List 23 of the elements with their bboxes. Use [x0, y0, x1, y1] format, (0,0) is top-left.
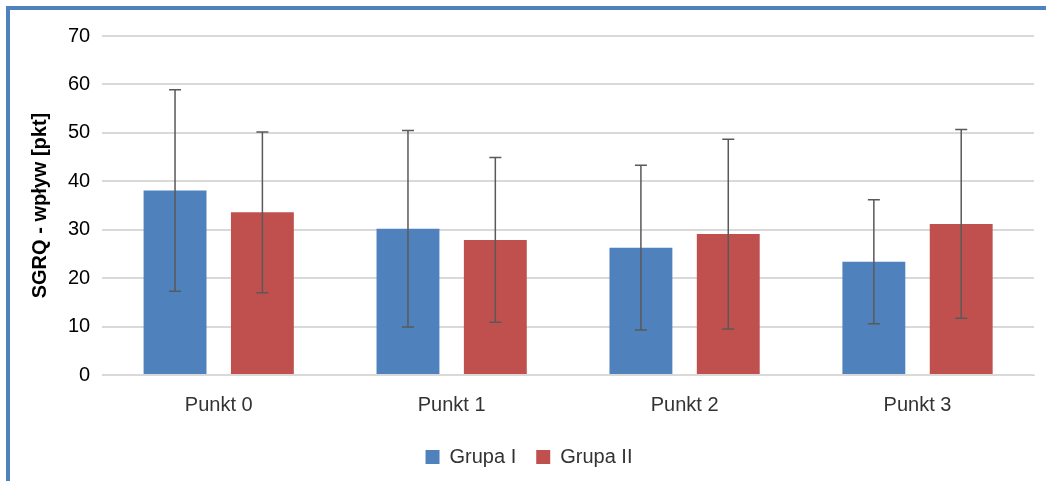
bar	[143, 190, 207, 374]
bar	[929, 223, 993, 374]
legend-label: Grupa II	[560, 444, 633, 467]
bar	[609, 247, 673, 374]
y-tick-label: 70	[68, 23, 91, 46]
y-tick-label: 20	[68, 265, 91, 288]
legend-label: Grupa I	[449, 444, 517, 467]
x-tick-label: Punkt 0	[184, 392, 253, 415]
y-tick-label: 60	[68, 71, 91, 94]
y-axis-title: SGRQ - wpływ [pkt]	[27, 112, 50, 299]
y-tick-label: 30	[68, 217, 91, 240]
y-tick-label: 0	[79, 362, 91, 385]
bar	[230, 212, 294, 374]
bar	[376, 228, 440, 374]
x-tick-label: Punkt 1	[417, 392, 486, 415]
bar	[842, 261, 906, 374]
bar	[463, 239, 527, 374]
y-tick-label: 10	[68, 314, 91, 337]
x-tick-label: Punkt 3	[883, 392, 952, 415]
y-tick-label: 50	[68, 120, 91, 143]
y-tick-label: 40	[68, 168, 91, 191]
bar	[696, 234, 760, 374]
x-tick-label: Punkt 2	[650, 392, 719, 415]
